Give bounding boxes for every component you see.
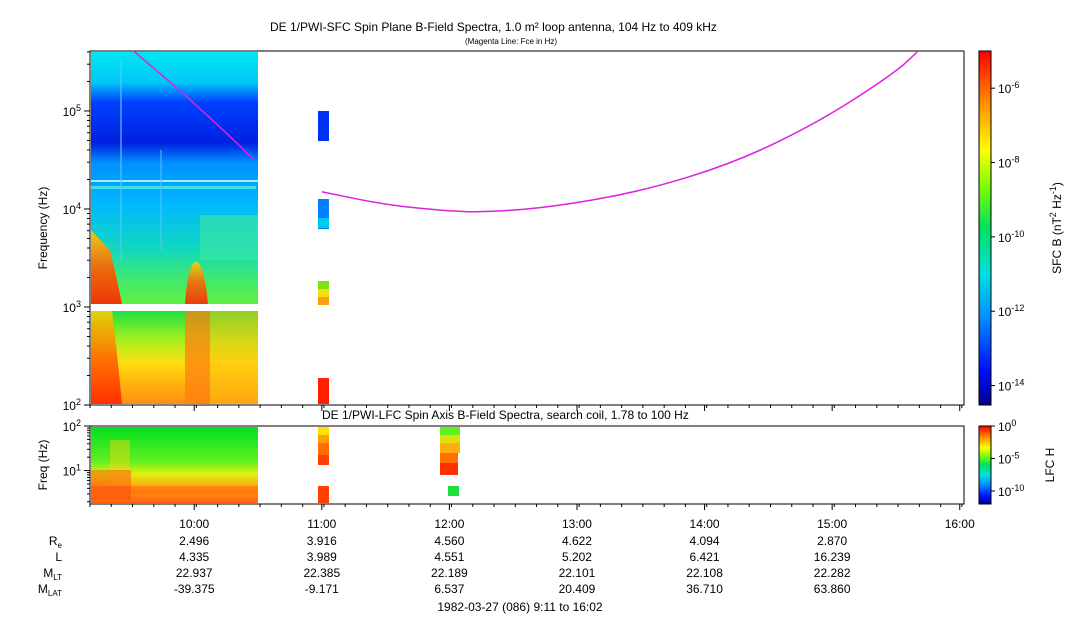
x-tick-labels: 10:00 11:00 12:00 13:00 14:00 15:00 16:00 [179, 517, 975, 531]
x-tick-label: 16:00 [945, 517, 975, 531]
x-tick-label: 14:00 [690, 517, 720, 531]
ephemeris-value: 63.860 [814, 582, 851, 596]
ephemeris-value: 22.282 [814, 566, 851, 580]
sfc-cbar-tick-label: 10-10 [998, 229, 1024, 245]
ephemeris-value: 4.622 [562, 534, 592, 548]
lfc-cbar-tick-label: 10-10 [998, 483, 1024, 499]
sfc-title: DE 1/PWI-SFC Spin Plane B-Field Spectra,… [270, 20, 717, 34]
ephemeris-value: 6.537 [434, 582, 464, 596]
ephemeris-value: 36.710 [686, 582, 723, 596]
sfc-y-label: Frequency (Hz) [36, 187, 50, 270]
x-tick-label: 10:00 [179, 517, 209, 531]
ephemeris-value: 20.409 [559, 582, 596, 596]
sfc-subtitle: (Magenta Line: Fce in Hz) [465, 37, 558, 46]
lfc-colorbar-ticks: 100 10-5 10-10 [991, 418, 1024, 499]
ephemeris-row-label: MLAT [38, 582, 62, 598]
sfc-colorbar [978, 50, 992, 406]
sfc-colorbar-label: SFC B (nT2 Hz-1) [1048, 182, 1064, 274]
sfc-y-ticks: 102 103 104 105 [63, 51, 90, 413]
sfc-cbar-tick-label: 10-14 [998, 378, 1024, 394]
ephemeris-value: -39.375 [174, 582, 215, 596]
x-tick-label: 11:00 [307, 517, 336, 531]
lfc-spectrogram [91, 427, 460, 503]
ephemeris-row-label: L [55, 550, 62, 564]
ephemeris-value: 22.189 [431, 566, 468, 580]
ephemeris-value: 2.870 [817, 534, 847, 548]
ephemeris-value: 4.551 [434, 550, 464, 564]
sfc-y-tick-label: 104 [63, 201, 81, 217]
footer-date-range: 1982-03-27 (086) 9:11 to 16:02 [437, 600, 603, 614]
ephemeris-value: 3.989 [307, 550, 337, 564]
ephemeris-value: 3.916 [307, 534, 337, 548]
ephemeris-value: 4.094 [690, 534, 720, 548]
lfc-colorbar-label: LFC H [1043, 448, 1057, 483]
lfc-y-tick-label: 102 [63, 418, 81, 434]
lfc-y-label: Freq (Hz) [36, 440, 50, 491]
ephemeris-value: -9.171 [305, 582, 339, 596]
x-tick-label: 15:00 [817, 517, 847, 531]
x-tick-label: 12:00 [434, 517, 464, 531]
sfc-y-tick-label: 102 [63, 397, 81, 413]
ephemeris-value: 22.108 [686, 566, 723, 580]
ephemeris-row-label: MLT [43, 566, 62, 582]
sfc-cbar-tick-label: 10-8 [998, 155, 1019, 171]
lfc-y-ticks: 101 102 [63, 418, 90, 503]
sfc-x-ticks [89, 405, 963, 411]
ephemeris-value: 5.202 [562, 550, 592, 564]
ephemeris-value: 2.496 [179, 534, 209, 548]
x-tick-label: 13:00 [562, 517, 592, 531]
ephemeris-value: 16.239 [814, 550, 851, 564]
lfc-x-ticks [89, 504, 963, 510]
ephemeris-table: Re 2.496 3.916 4.560 4.622 4.094 2.870 L 4.335 3.… [38, 534, 851, 598]
ephemeris-value: 4.335 [179, 550, 209, 564]
ephemeris-value: 22.385 [303, 566, 340, 580]
sfc-cbar-tick-label: 10-12 [998, 303, 1024, 319]
ephemeris-value: 22.101 [559, 566, 596, 580]
lfc-cbar-tick-label: 10-5 [998, 451, 1019, 467]
ephemeris-value: 4.560 [434, 534, 464, 548]
lfc-title: DE 1/PWI-LFC Spin Axis B-Field Spectra, … [322, 408, 689, 422]
ephemeris-value: 6.421 [690, 550, 720, 564]
sfc-cbar-tick-label: 10-6 [998, 80, 1019, 96]
ephemeris-row-label: Re [49, 534, 63, 550]
fce-line-segment-2 [321, 51, 918, 213]
lfc-y-tick-label: 101 [63, 463, 81, 479]
sfc-spectrogram [91, 51, 918, 404]
ephemeris-value: 22.937 [176, 566, 213, 580]
sfc-y-tick-label: 105 [63, 103, 81, 119]
sfc-colorbar-ticks: 10-6 10-8 10-10 10-12 10-14 [991, 80, 1024, 394]
fce-line-segment-1 [134, 51, 255, 160]
sfc-y-tick-label: 103 [63, 299, 81, 315]
lfc-colorbar [978, 425, 992, 505]
lfc-cbar-tick-label: 100 [998, 418, 1016, 434]
